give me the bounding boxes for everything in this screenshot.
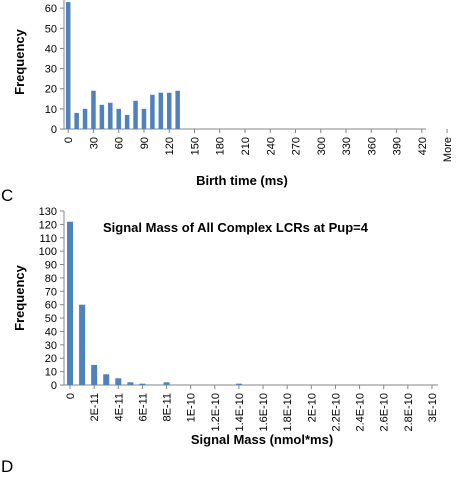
x-tick-label: 1.8E-10	[282, 393, 294, 432]
y-tick-label: 110	[39, 233, 57, 245]
bar	[65, 2, 71, 130]
birth-time-histogram: 0 10 20 30 40 50 60 0 30 60 90 120 150 180 210 240 270 30…	[12, 0, 454, 188]
y-tick-label: 30	[45, 64, 57, 76]
y-tick-label: 0	[51, 124, 57, 136]
bar	[103, 374, 110, 385]
bar	[91, 90, 96, 129]
x-axis-title: Birth time (ms)	[196, 173, 288, 188]
y-tick-label: 100	[39, 246, 57, 258]
x-tick-label: 90	[139, 137, 151, 149]
bar	[166, 92, 172, 129]
y-tick-label: 20	[45, 84, 57, 96]
x-tick-label: 360	[366, 137, 378, 155]
y-axis-title: Frequency	[12, 264, 27, 331]
bar	[79, 304, 86, 385]
bar	[175, 90, 180, 129]
y-tick-label: 0	[51, 380, 57, 392]
bar	[139, 383, 146, 385]
x-tick-label: 0	[65, 393, 77, 399]
x-tick-label: 120	[164, 137, 176, 155]
x-tick-label: 330	[341, 137, 353, 155]
y-tick-label: 80	[45, 273, 57, 285]
x-tick-label: 180	[215, 137, 227, 155]
x-tick-label: 4E-11	[113, 393, 125, 422]
y-tick-label: 90	[45, 260, 57, 272]
x-tick-label: 150	[189, 137, 201, 155]
y-tick-label: 50	[45, 23, 57, 35]
panel-letter-c: C	[1, 186, 14, 205]
bar	[99, 104, 105, 129]
x-tick-label: 300	[316, 137, 328, 155]
x-tick-label: 2E-10	[306, 393, 318, 422]
x-tick-label: 1.2E-10	[210, 393, 222, 432]
bar	[163, 382, 170, 385]
x-tick-label: 2E-11	[89, 393, 101, 422]
chart-title: Signal Mass of All Complex LCRs at Pup=4	[103, 220, 369, 235]
x-tick-label: 30	[88, 137, 100, 149]
y-tick-label: 20	[45, 353, 57, 365]
bar	[82, 108, 88, 129]
y-tick-label: 10	[45, 367, 57, 379]
y-tick-label: 30	[45, 340, 57, 352]
x-tick-label: 2.8E-10	[403, 393, 415, 432]
bar	[150, 94, 155, 129]
y-tick-label: 40	[45, 43, 57, 55]
x-tick-label: 1.6E-10	[258, 393, 270, 432]
y-tick-label: 10	[45, 104, 57, 116]
y-tick-label: 130	[39, 206, 57, 218]
x-tick-label: 8E-11	[162, 393, 174, 422]
x-tick-label: 390	[392, 137, 404, 155]
y-tick-label: 40	[45, 326, 57, 338]
bar	[158, 92, 164, 129]
y-tick-label: 120	[39, 219, 57, 231]
x-tick-label: 1E-10	[186, 393, 198, 422]
y-tick-label: 60	[45, 3, 57, 15]
x-tick-label: 420	[417, 137, 429, 155]
bar	[127, 382, 134, 385]
bar	[133, 100, 138, 129]
bar	[124, 114, 130, 129]
bar	[116, 108, 121, 129]
x-tick-label: More	[442, 137, 454, 162]
y-tick-label: 70	[45, 286, 57, 298]
x-tick-label: 1.4E-10	[234, 393, 246, 432]
x-tick-label: 3E-10	[427, 393, 439, 422]
x-tick-label: 2.6E-10	[379, 393, 391, 432]
x-tick-label: 270	[291, 137, 303, 155]
bar	[67, 221, 74, 385]
y-tick-label: 60	[45, 300, 57, 312]
x-tick-label: 6E-11	[137, 393, 149, 422]
x-axis-title: Signal Mass (nmol*ms)	[191, 432, 333, 447]
panel-letter-d: D	[1, 457, 14, 476]
bar	[115, 378, 122, 385]
bar	[141, 108, 147, 129]
bar	[108, 102, 113, 129]
x-tick-label: 0	[63, 137, 75, 143]
x-tick-label: 60	[114, 137, 126, 149]
y-axis-title: Frequency	[12, 28, 27, 95]
bar	[235, 383, 242, 385]
y-tick-label: 50	[45, 313, 57, 325]
x-tick-label: 2.2E-10	[330, 393, 342, 432]
x-tick-label: 2.4E-10	[355, 393, 367, 432]
bar	[74, 112, 79, 129]
x-tick-label: 210	[240, 137, 252, 155]
x-tick-label: 240	[265, 137, 277, 155]
bar	[91, 364, 98, 385]
